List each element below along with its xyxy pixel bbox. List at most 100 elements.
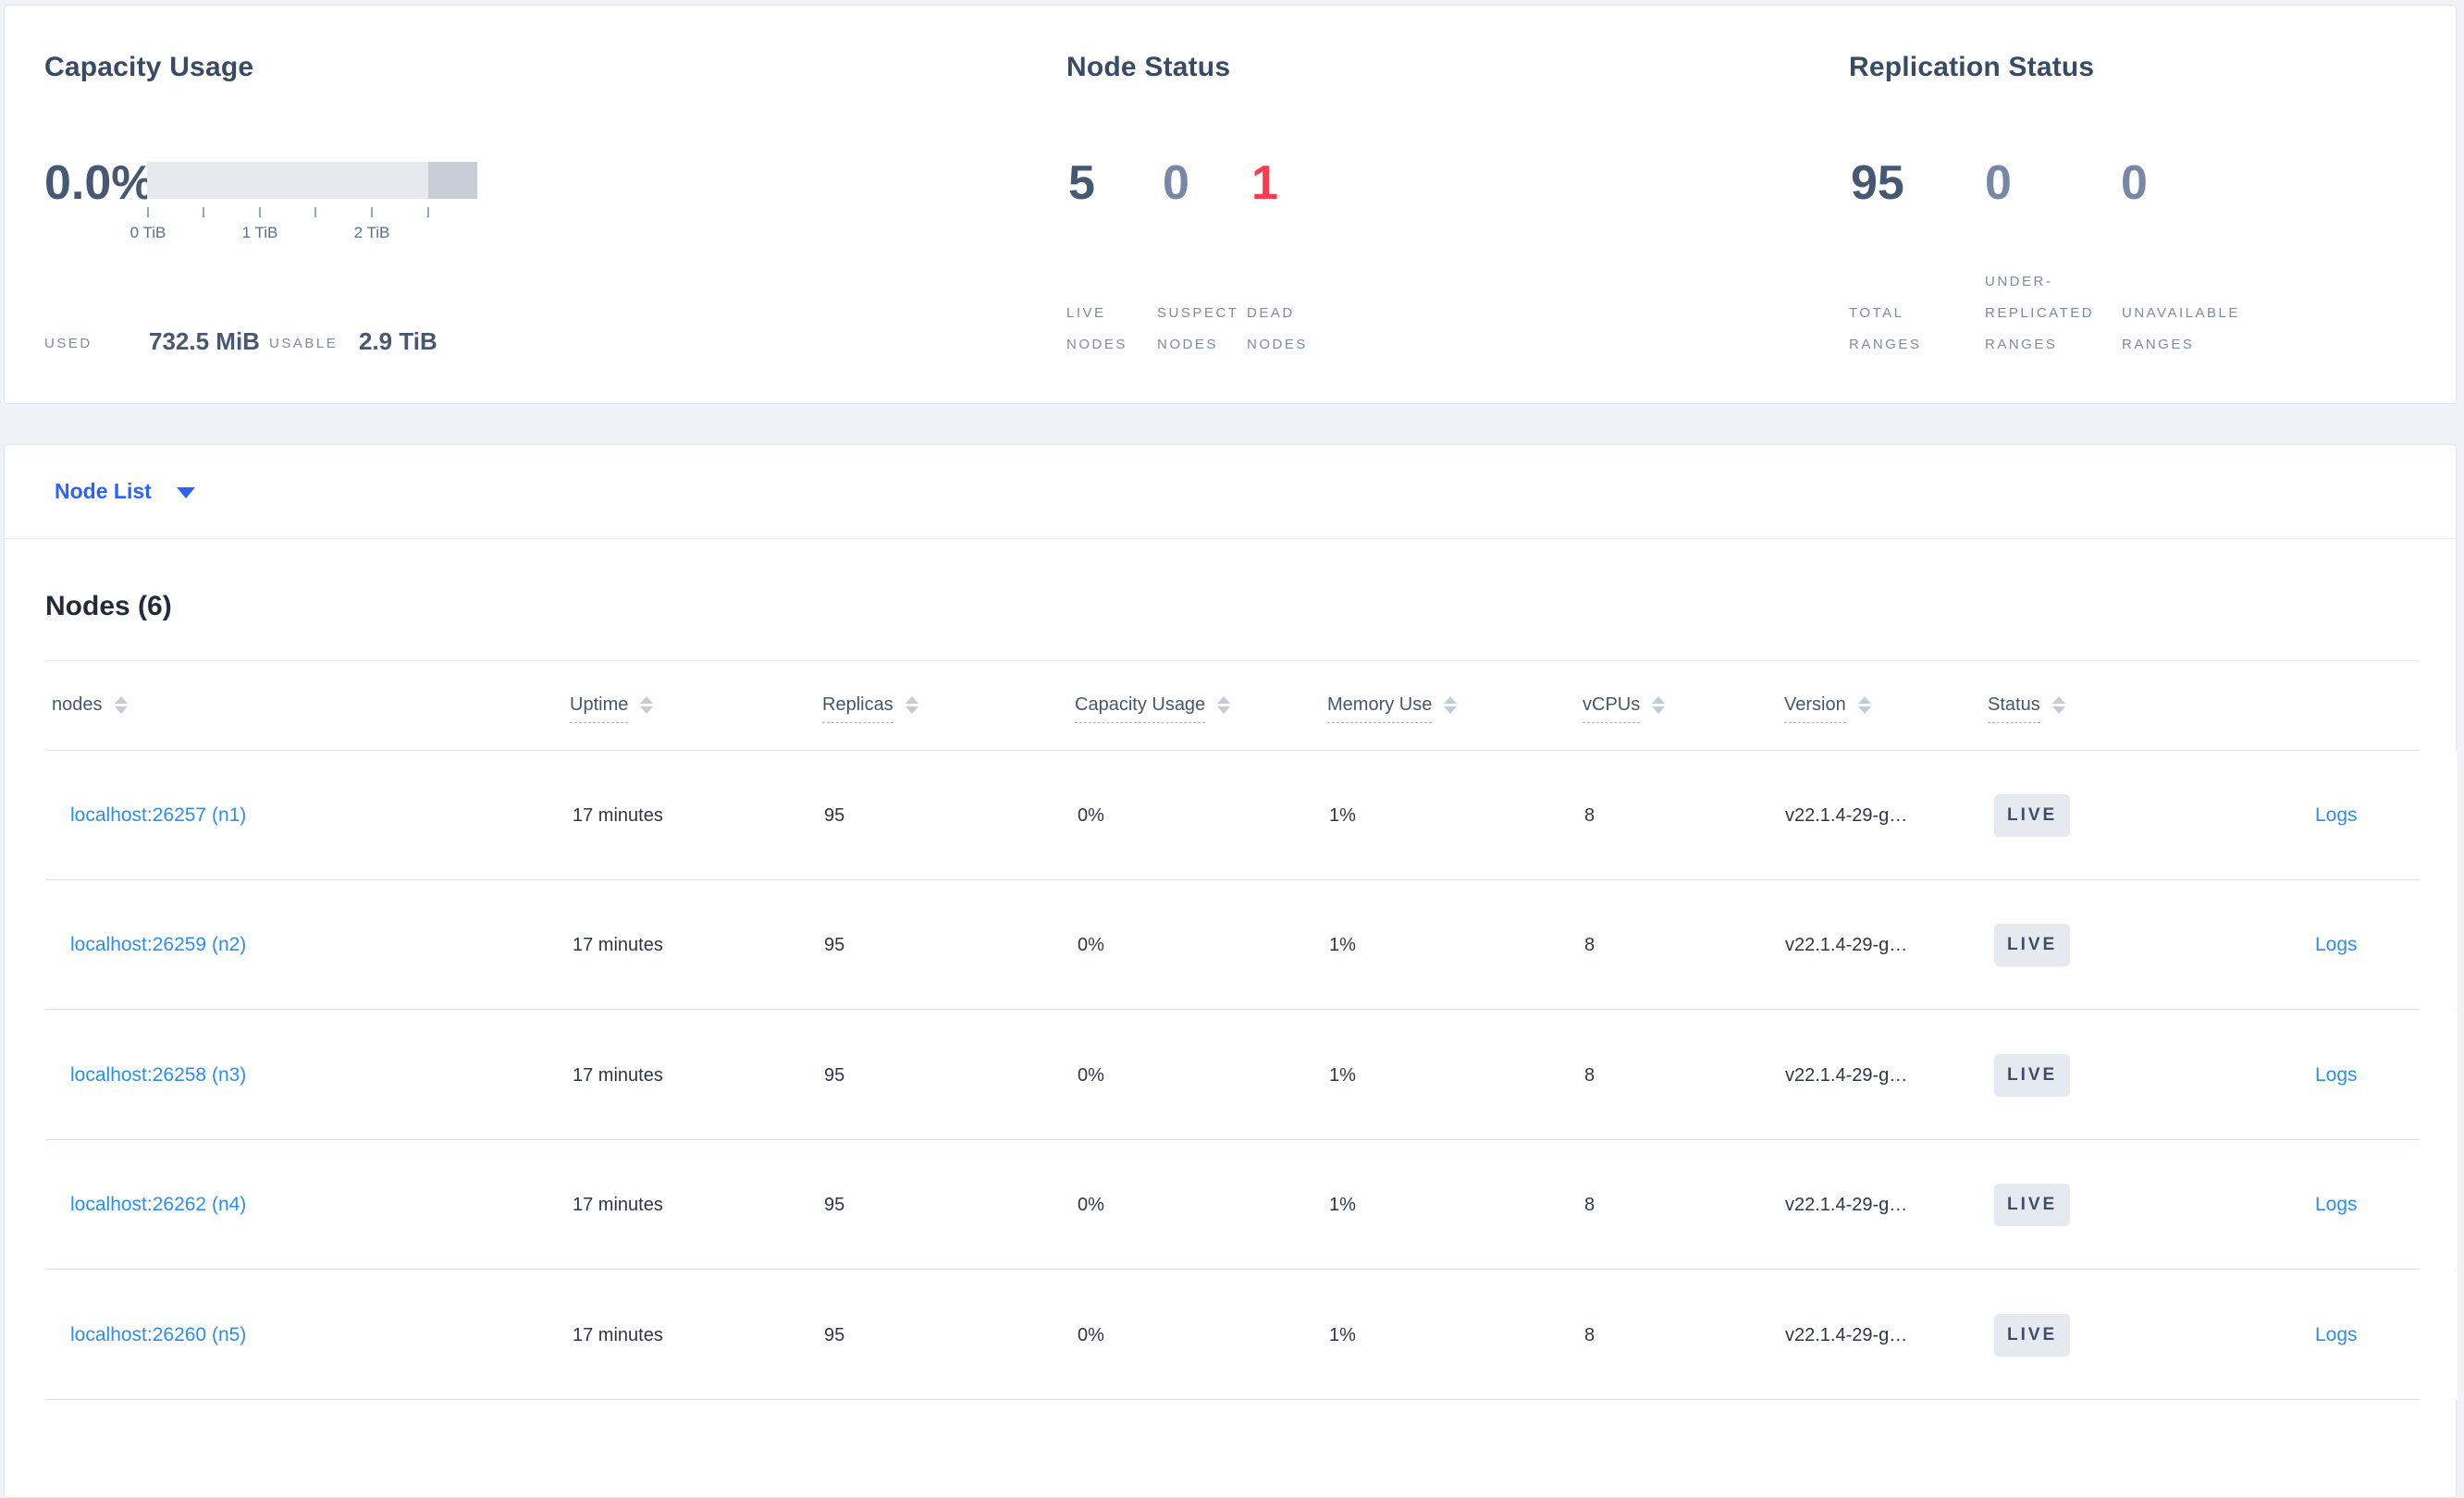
table-row: localhost:26259 (n2) 17 minutes 95 0% 1%… [5, 880, 2458, 1010]
capacity-used-percent: 0.0% [44, 156, 154, 210]
capacity-cell: 0% [1078, 934, 1104, 955]
status-badge: LIVE [1994, 1314, 2071, 1357]
sort-icon[interactable] [905, 696, 918, 714]
version-cell: v22.1.4-29-g… [1785, 1194, 1908, 1215]
column-header-nodes[interactable]: nodes [52, 694, 128, 716]
replicas-cell: 95 [824, 1194, 845, 1215]
vcpus-cell: 8 [1584, 934, 1595, 955]
uptime-cell: 17 minutes [573, 1194, 663, 1215]
node-list-dropdown[interactable]: Node List [55, 479, 195, 504]
unavailable-ranges-label: UNAVAILABLE RANGES [2122, 305, 2240, 352]
capacity-bar-dark-segment [428, 162, 477, 199]
axis-tick-label: 0 TiB [129, 224, 166, 241]
node-list-bar: Node List [5, 445, 2456, 539]
capacity-cell: 0% [1078, 1324, 1104, 1345]
node-link[interactable]: localhost:26259 (n2) [70, 934, 247, 955]
status-badge: LIVE [1994, 1054, 2071, 1097]
memory-cell: 1% [1329, 804, 1356, 826]
column-header-uptime[interactable]: Uptime [570, 694, 654, 723]
column-header-vcpus[interactable]: vCPUs [1583, 694, 1666, 723]
total-ranges-label: TOTAL RANGES [1849, 305, 1922, 352]
axis-tick [314, 207, 316, 217]
replication-status-title: Replication Status [1849, 52, 2095, 82]
axis-tick [427, 207, 429, 217]
unavailable-ranges-count: 0 [2121, 156, 2148, 210]
vcpus-cell: 8 [1584, 804, 1595, 826]
table-row: localhost:26262 (n4) 17 minutes 95 0% 1%… [5, 1140, 2458, 1270]
vcpus-cell: 8 [1584, 1064, 1595, 1086]
sort-icon[interactable] [1652, 696, 1666, 714]
axis-tick [147, 207, 149, 217]
memory-cell: 1% [1329, 1324, 1356, 1345]
node-link[interactable]: localhost:26260 (n5) [70, 1324, 247, 1345]
dead-nodes-count: 1 [1251, 156, 1278, 210]
dead-nodes-label: DEAD NODES [1247, 305, 1308, 352]
node-link[interactable]: localhost:26258 (n3) [70, 1064, 247, 1086]
uptime-cell: 17 minutes [573, 1324, 663, 1345]
total-ranges-count: 95 [1851, 156, 1904, 210]
live-nodes-label: LIVE NODES [1066, 305, 1127, 352]
sort-icon[interactable] [1444, 696, 1458, 714]
version-cell: v22.1.4-29-g… [1785, 1064, 1908, 1086]
logs-link[interactable]: Logs [2315, 934, 2358, 955]
node-link[interactable]: localhost:26257 (n1) [70, 804, 247, 826]
replicas-cell: 95 [824, 1064, 845, 1086]
status-badge: LIVE [1994, 1184, 2071, 1226]
replicas-cell: 95 [824, 804, 845, 826]
suspect-nodes-count: 0 [1163, 156, 1189, 210]
table-header-row: nodes Uptime Replicas Capacity Usage Mem… [5, 660, 2458, 751]
uptime-cell: 17 minutes [573, 1064, 663, 1086]
axis-tick [371, 207, 373, 217]
column-header-version[interactable]: Version [1784, 694, 1871, 723]
table-row: localhost:26257 (n1) 17 minutes 95 0% 1%… [5, 751, 2458, 880]
suspect-nodes-label: SUSPECT NODES [1157, 305, 1239, 352]
capacity-usage-title: Capacity Usage [44, 52, 254, 82]
sort-icon[interactable] [1857, 696, 1871, 714]
logs-link[interactable]: Logs [2315, 1324, 2358, 1345]
replicas-cell: 95 [824, 1324, 845, 1345]
logs-link[interactable]: Logs [2315, 1064, 2358, 1086]
axis-tick [203, 207, 204, 217]
used-label: USED [44, 336, 92, 351]
uptime-cell: 17 minutes [573, 804, 663, 826]
node-list-card: Node List Nodes (6) nodes Uptime Replica… [4, 444, 2458, 1498]
replicas-cell: 95 [824, 934, 845, 955]
logs-link[interactable]: Logs [2315, 804, 2358, 826]
version-cell: v22.1.4-29-g… [1785, 804, 1908, 826]
capacity-cell: 0% [1078, 804, 1104, 826]
uptime-cell: 17 minutes [573, 934, 663, 955]
axis-tick-label: 1 TiB [241, 224, 278, 241]
sort-icon[interactable] [114, 696, 128, 714]
column-header-capacity-usage[interactable]: Capacity Usage [1075, 694, 1231, 723]
memory-cell: 1% [1329, 1064, 1356, 1086]
version-cell: v22.1.4-29-g… [1785, 934, 1908, 955]
node-status-title: Node Status [1066, 52, 1231, 82]
version-cell: v22.1.4-29-g… [1785, 1324, 1908, 1345]
usable-value: 2.9 TiB [359, 327, 437, 355]
capacity-cell: 0% [1078, 1064, 1104, 1086]
node-link[interactable]: localhost:26262 (n4) [70, 1194, 247, 1215]
column-header-memory-use[interactable]: Memory Use [1327, 694, 1458, 723]
column-header-status[interactable]: Status [1988, 694, 2065, 723]
vcpus-cell: 8 [1584, 1324, 1595, 1345]
logs-link[interactable]: Logs [2315, 1194, 2358, 1215]
table-row: localhost:26258 (n3) 17 minutes 95 0% 1%… [5, 1011, 2458, 1140]
under-replicated-label: UNDER- REPLICATED RANGES [1985, 274, 2095, 352]
sort-icon[interactable] [1217, 696, 1231, 714]
status-badge: LIVE [1994, 794, 2071, 837]
capacity-cell: 0% [1078, 1194, 1104, 1215]
used-value: 732.5 MiB [149, 327, 260, 355]
node-list-dropdown-label: Node List [55, 479, 152, 503]
sort-icon[interactable] [640, 696, 654, 714]
memory-cell: 1% [1329, 934, 1356, 955]
table-row: localhost:26260 (n5) 17 minutes 95 0% 1%… [5, 1271, 2458, 1400]
nodes-section-heading: Nodes (6) [45, 591, 172, 621]
chevron-down-icon [176, 487, 195, 498]
usable-label: USABLE [269, 336, 339, 351]
capacity-usage-bar [147, 162, 477, 199]
live-nodes-count: 5 [1068, 156, 1095, 210]
column-header-replicas[interactable]: Replicas [822, 694, 918, 723]
status-badge: LIVE [1994, 924, 2071, 966]
sort-icon[interactable] [2051, 696, 2065, 714]
cluster-summary-card: Capacity Usage 0.0% 0 TiB 1 TiB 2 TiB US… [4, 5, 2457, 404]
